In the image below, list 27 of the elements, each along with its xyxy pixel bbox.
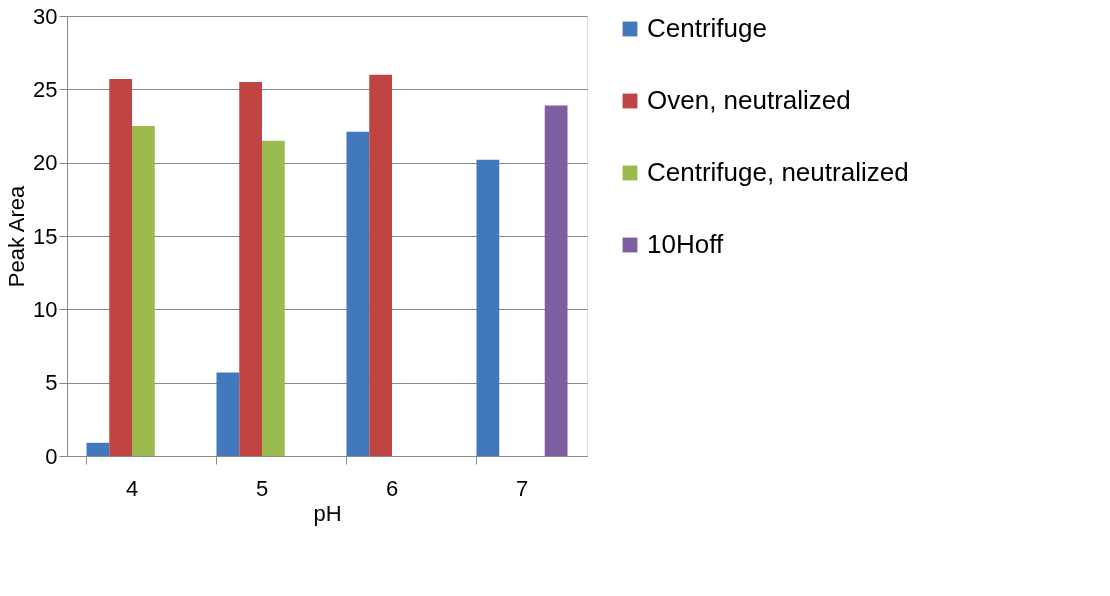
bar (132, 126, 155, 456)
legend-label: Oven, neutralized (647, 85, 851, 115)
y-tick-label: 5 (45, 370, 58, 396)
x-tick-label: 6 (385, 475, 399, 501)
x-axis-title: pH (313, 500, 342, 526)
bar (109, 79, 132, 456)
bar (346, 131, 370, 456)
legend-label: Centrifuge (647, 13, 767, 43)
x-tick-label: 4 (125, 475, 139, 501)
legend-label: Centrifuge, neutralized (647, 157, 909, 187)
bar (262, 140, 285, 456)
x-tick-label: 5 (255, 475, 269, 501)
bar (86, 442, 110, 456)
y-axis-title: Peak Area (4, 184, 30, 288)
x-tick-label: 7 (515, 475, 529, 501)
y-tick-label: 10 (33, 296, 58, 322)
bar (476, 159, 500, 456)
y-tick-label: 25 (33, 76, 58, 102)
y-tick-label: 15 (33, 223, 58, 249)
bar (544, 105, 568, 456)
y-tick-label: 0 (45, 443, 58, 469)
bar (369, 74, 392, 456)
y-tick-label: 20 (33, 150, 58, 176)
legend-label: 10Hoff (647, 229, 724, 259)
bar (239, 82, 262, 456)
y-tick-label: 30 (33, 3, 58, 29)
bar (216, 372, 240, 456)
